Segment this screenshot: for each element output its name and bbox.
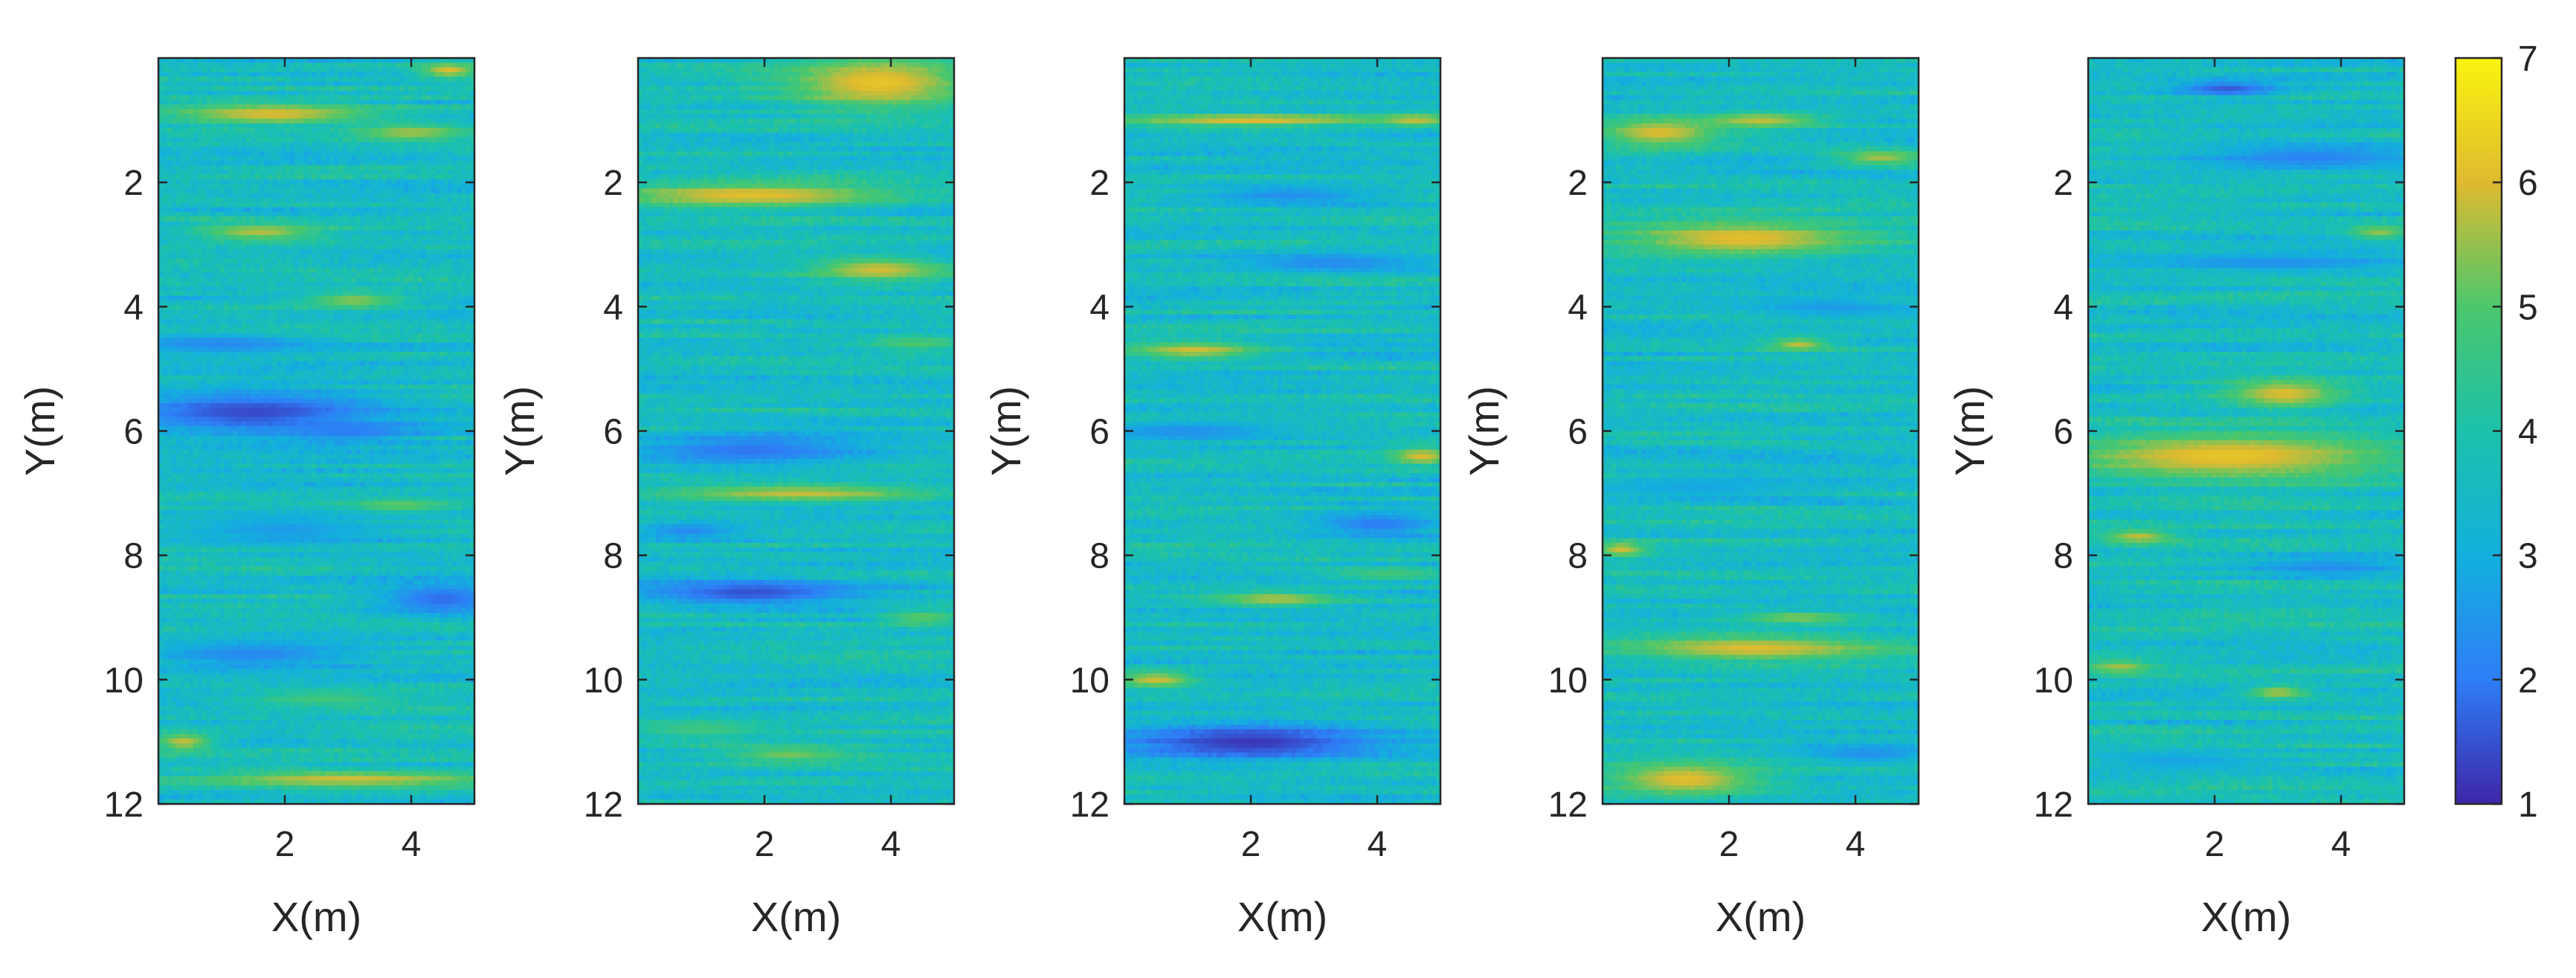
panel-3-ytick-label: 10	[1070, 661, 1110, 701]
panel-4-ytick-label: 6	[1568, 413, 1588, 452]
panel-5-ylabel: Y(m)	[1946, 386, 1993, 476]
colorbar: 1 2 3 4 5 6 7	[2454, 39, 2538, 825]
colorbar-tick-label: 5	[2518, 288, 2538, 327]
panel-5: 2 4 2 4 6 8 10 12 X(m) Y(m)	[1946, 57, 2406, 940]
panel-2-ylabel: Y(m)	[496, 386, 543, 476]
panel-3-ytick-label: 2	[1089, 164, 1110, 203]
panel-3: 2 4 2 4 6 8 10 12 X(m) Y(m)	[982, 57, 1442, 940]
panel-5-ytick-label: 8	[2053, 537, 2073, 576]
panel-4-ytick-label: 8	[1568, 537, 1588, 576]
panel-5-ytick-label: 4	[2053, 288, 2073, 327]
panel-4-ytick-label: 10	[1548, 661, 1588, 701]
panel-3-ylabel: Y(m)	[982, 386, 1029, 476]
panel-2: 2 4 2 4 6 8 10 12 X(m) Y(m)	[496, 57, 956, 940]
panel-2-ytick-label: 2	[603, 164, 623, 203]
panel-5-xtick-label: 4	[2331, 825, 2351, 864]
panel-2-ytick-label: 6	[603, 413, 623, 452]
panel-1-ytick-label: 4	[123, 288, 144, 327]
panel-2-ytick-label: 4	[603, 288, 623, 327]
panel-4: 2 4 2 4 6 8 10 12 X(m) Y(m)	[1461, 57, 1920, 940]
panel-4-ytick-label: 12	[1548, 785, 1588, 825]
panel-5-ytick-label: 10	[2034, 661, 2073, 701]
panel-4-ytick-label: 2	[1568, 164, 1588, 203]
panel-5-ytick-label: 2	[2053, 164, 2073, 203]
heatmap-panels: 2 4 2 4 6 8 10 12 X(m) Y(m) 2 4 2 4 6 8 10 12 X(m) Y(m) 2 4 2 4…	[16, 57, 2406, 940]
panel-2-ytick-label: 8	[603, 537, 623, 576]
panel-1-ytick-label: 6	[123, 413, 144, 452]
panel-3-ytick-label: 4	[1089, 288, 1110, 327]
colorbar-tick-label: 7	[2518, 39, 2538, 79]
colorbar-tick-label: 6	[2518, 164, 2538, 203]
panel-5-ytick-label: 6	[2053, 413, 2073, 452]
panel-2-heatmap-image	[638, 58, 954, 804]
panel-2-xtick-label: 4	[881, 825, 901, 864]
panel-3-xlabel: X(m)	[1237, 893, 1327, 940]
panel-4-xlabel: X(m)	[1716, 893, 1806, 940]
colorbar-tick-label: 1	[2518, 785, 2538, 825]
panel-1-ylabel: Y(m)	[16, 386, 63, 476]
panel-3-ytick-label: 6	[1089, 413, 1110, 452]
panel-5-xlabel: X(m)	[2201, 893, 2291, 940]
panel-5-xtick-label: 2	[2205, 825, 2225, 864]
panel-1-heatmap-image	[158, 58, 474, 804]
panel-2-xlabel: X(m)	[751, 893, 841, 940]
panel-1-xtick-label: 2	[275, 825, 295, 864]
panel-3-xtick-label: 2	[1241, 825, 1261, 864]
panel-2-xtick-label: 2	[755, 825, 775, 864]
panel-2-ytick-label: 10	[584, 661, 623, 701]
panel-4-heatmap-image	[1603, 58, 1919, 804]
panel-4-ytick-label: 4	[1568, 288, 1588, 327]
panel-4-xtick-label: 4	[1846, 825, 1866, 864]
panel-1-xlabel: X(m)	[271, 893, 361, 940]
colorbar-tick-label: 3	[2518, 537, 2538, 576]
panel-5-heatmap-image	[2088, 58, 2404, 804]
panel-1-ytick-label: 12	[104, 785, 144, 825]
panel-1-ytick-label: 10	[104, 661, 144, 701]
panel-1: 2 4 2 4 6 8 10 12 X(m) Y(m)	[16, 57, 476, 940]
panel-1-ytick-label: 2	[123, 164, 144, 203]
panel-1-xtick-label: 4	[402, 825, 422, 864]
panel-4-ylabel: Y(m)	[1461, 386, 1507, 476]
panel-1-ytick-label: 8	[123, 537, 144, 576]
colorbar-tick-label: 4	[2518, 413, 2538, 452]
panel-4-xtick-label: 2	[1719, 825, 1739, 864]
panel-3-heatmap-image	[1124, 58, 1440, 804]
panel-2-ytick-label: 12	[584, 785, 623, 825]
panel-3-ytick-label: 12	[1070, 785, 1110, 825]
panel-3-ytick-label: 8	[1089, 537, 1110, 576]
panel-5-ytick-label: 12	[2034, 785, 2073, 825]
panel-3-xtick-label: 4	[1368, 825, 1388, 864]
colorbar-tick-label: 2	[2518, 661, 2538, 701]
